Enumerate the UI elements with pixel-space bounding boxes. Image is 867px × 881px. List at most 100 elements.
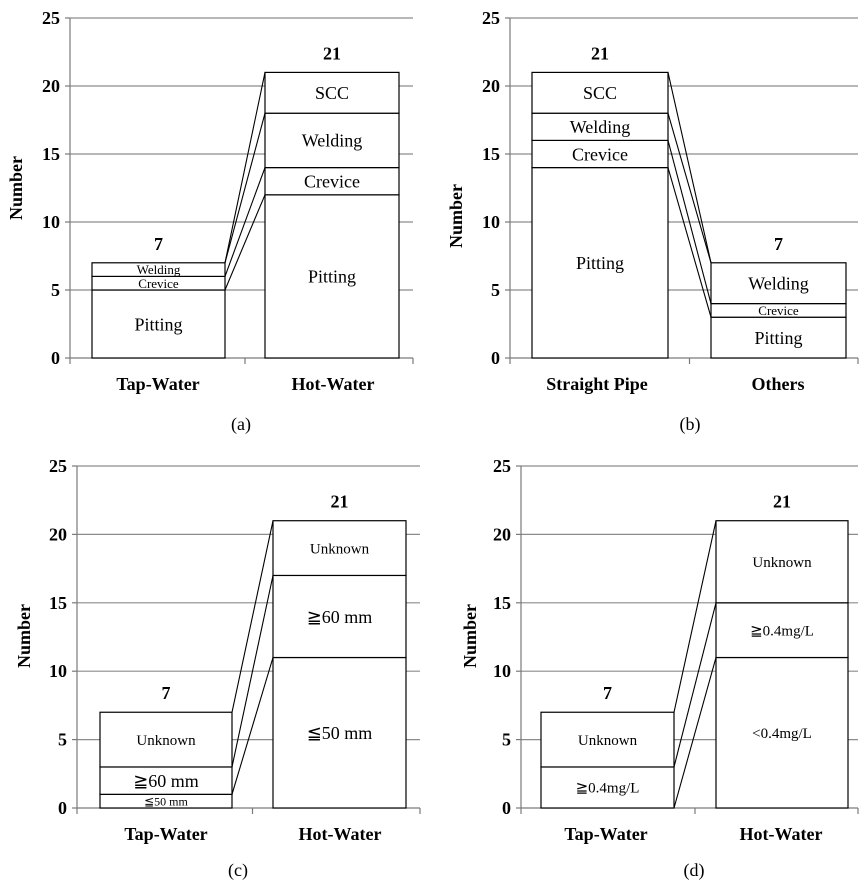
bar-segment-lt-0-4mg-l	[715, 656, 849, 809]
connector-line	[667, 113, 712, 263]
y-axis-label: Number	[6, 156, 26, 220]
y-tick-label: 0	[58, 798, 67, 818]
bar-total-label: 7	[603, 683, 612, 703]
y-tick-label: 20	[42, 76, 60, 96]
chart-panel-a: 0510152025NumberPittingCreviceWelding7Ta…	[6, 8, 414, 435]
y-tick-label: 0	[51, 348, 60, 368]
segment-label: Crevice	[304, 172, 360, 192]
bar-segment-le-50-mm	[272, 656, 407, 809]
segment-label: ≦50 mm	[307, 723, 373, 743]
segment-label: ≧0.4mg/L	[576, 781, 640, 797]
bar-segment-unknown	[99, 711, 233, 768]
bar-segment-scc	[264, 71, 400, 114]
bar-hot-water: Pitting Crevice Welding SCC 21	[264, 43, 400, 359]
bar-total-label: 7	[774, 234, 783, 254]
segment-label: Pitting	[308, 267, 356, 287]
y-tick-label: 20	[49, 524, 67, 544]
x-category-label: Tap-Water	[124, 824, 207, 844]
segment-label: <0.4mg/L	[752, 726, 812, 742]
y-tick-label: 15	[493, 593, 511, 613]
y-axis-label: Number	[446, 184, 466, 248]
y-axis-label: Number	[460, 604, 480, 668]
x-category-label: Straight Pipe	[546, 374, 648, 394]
segment-label: Crevice	[138, 276, 179, 291]
chart-panel-b: 0 5 10 15 20 25 Number Pitting Crevice Welding SCC…	[446, 8, 859, 435]
panel-caption: (d)	[684, 860, 705, 881]
segment-label: Unknown	[310, 541, 370, 557]
segment-label: Welding	[302, 131, 363, 151]
connector-line	[224, 167, 266, 277]
bar-segment-welding	[531, 112, 669, 141]
y-tick-label: 20	[482, 76, 500, 96]
y-tick-label: 5	[58, 730, 67, 750]
panel-caption: (c)	[228, 860, 248, 881]
y-tick-label: 25	[42, 8, 60, 28]
y-tick-label: 10	[482, 212, 500, 232]
y-tick-label: 10	[42, 212, 60, 232]
panel-caption: (b)	[680, 414, 701, 435]
segment-label: Welding	[570, 117, 631, 137]
segment-label: ≦50 mm	[144, 794, 188, 808]
connector-line	[673, 520, 717, 713]
y-tick-label: 25	[482, 8, 500, 28]
segment-label: SCC	[583, 83, 617, 103]
connector-line	[231, 520, 274, 713]
x-category-label: Hot-Water	[292, 374, 375, 394]
x-category-label: Tap-Water	[116, 374, 199, 394]
segment-label: ≧0.4mg/L	[750, 623, 814, 639]
bar-segment-pitting	[531, 167, 669, 359]
chart-panel-c: 0 5 10 15 20 25 Number ≦50 mm ≧60 mm Unknown 7 Tap-…	[14, 456, 421, 881]
connector-line	[224, 194, 266, 291]
y-tick-label: 15	[482, 144, 500, 164]
y-tick-label: 0	[491, 348, 500, 368]
bar-segment-scc	[531, 71, 669, 114]
y-tick-label: 0	[502, 798, 511, 818]
bar-hot-water: ≦50 mm ≧60 mm Unknown 21	[272, 492, 407, 809]
segment-label: SCC	[315, 83, 349, 103]
segment-label: Pitting	[576, 253, 624, 273]
segment-label: Crevice	[572, 144, 628, 164]
connector-line	[231, 575, 274, 768]
segment-label: Welding	[748, 274, 809, 294]
connector-line	[224, 113, 266, 263]
connector-line	[667, 167, 712, 318]
bar-tap-water: ≦50 mm ≧60 mm Unknown 7	[99, 683, 233, 809]
connector-line	[667, 72, 712, 263]
bar-segment-welding	[91, 262, 226, 277]
bar-straight-pipe: Pitting Crevice Welding SCC 21	[531, 43, 669, 359]
segment-label: ≧60 mm	[133, 771, 199, 791]
y-axis-label: Number	[14, 604, 34, 668]
segment-label: Crevice	[758, 303, 799, 318]
bar-segment-ge-60-mm	[99, 766, 233, 795]
connector-line	[231, 657, 274, 795]
bar-total-label: 7	[162, 683, 171, 703]
bar-total-label: 21	[331, 492, 349, 512]
chart-panel-d: 0 5 10 15 20 25 Number ≧0.4mg/L Unknown 7 Tap-Wate…	[460, 456, 859, 881]
connector-line	[224, 72, 266, 263]
bar-others: Pitting Crevice Welding 7	[710, 234, 847, 359]
segment-label: ≧60 mm	[307, 607, 373, 627]
connector-line	[673, 602, 717, 768]
y-tick-label: 25	[49, 456, 67, 476]
bar-total-label: 7	[154, 234, 163, 254]
x-category-label: Tap-Water	[564, 824, 647, 844]
bar-tap-water: ≧0.4mg/L Unknown 7	[540, 683, 675, 809]
bar-total-label: 21	[773, 492, 791, 512]
bar-hot-water: <0.4mg/L ≧0.4mg/L Unknown 21	[715, 492, 849, 809]
bar-segment-unknown	[272, 520, 407, 577]
y-tick-label: 10	[49, 661, 67, 681]
bar-segment-pitting	[710, 316, 847, 359]
segment-label: Pitting	[754, 328, 802, 348]
connector-line	[673, 657, 717, 809]
bar-segment-unknown	[715, 520, 849, 604]
bar-total-label: 21	[591, 43, 609, 63]
segment-label: Unknown	[136, 733, 196, 749]
bar-segment-pitting	[264, 194, 400, 359]
y-tick-label: 5	[491, 280, 500, 300]
segment-label: Welding	[137, 262, 181, 277]
y-tick-label: 25	[493, 456, 511, 476]
bar-segment-unknown	[540, 711, 675, 768]
panel-caption: (a)	[231, 414, 251, 435]
y-tick-label: 20	[493, 524, 511, 544]
